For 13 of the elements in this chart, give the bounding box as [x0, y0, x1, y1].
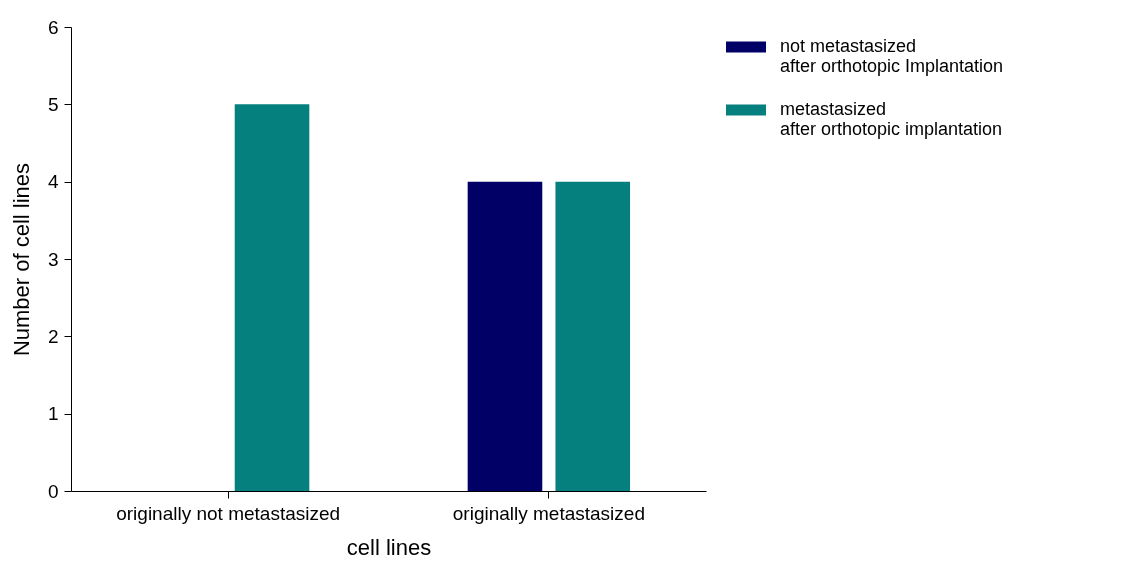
y-tick-label: 4	[47, 171, 59, 193]
y-tick-label: 0	[47, 480, 59, 502]
y-axis-title: Number of cell lines	[8, 162, 34, 357]
y-tick-label: 2	[47, 325, 59, 347]
x-tick-label: originally metastasized	[452, 502, 645, 524]
y-tick-label: 6	[47, 16, 59, 38]
x-tick-label: originally not metastasized	[116, 502, 341, 524]
y-tick-label: 1	[47, 403, 59, 425]
x-axis-title: cell lines	[346, 534, 432, 560]
y-tick-label: 3	[47, 248, 59, 270]
legend-label: metastasized after orthotopic implantation	[780, 99, 1003, 139]
y-tick-label: 5	[47, 93, 59, 115]
legend-label: not metastasized after orthotopic Implantation	[780, 36, 1004, 76]
